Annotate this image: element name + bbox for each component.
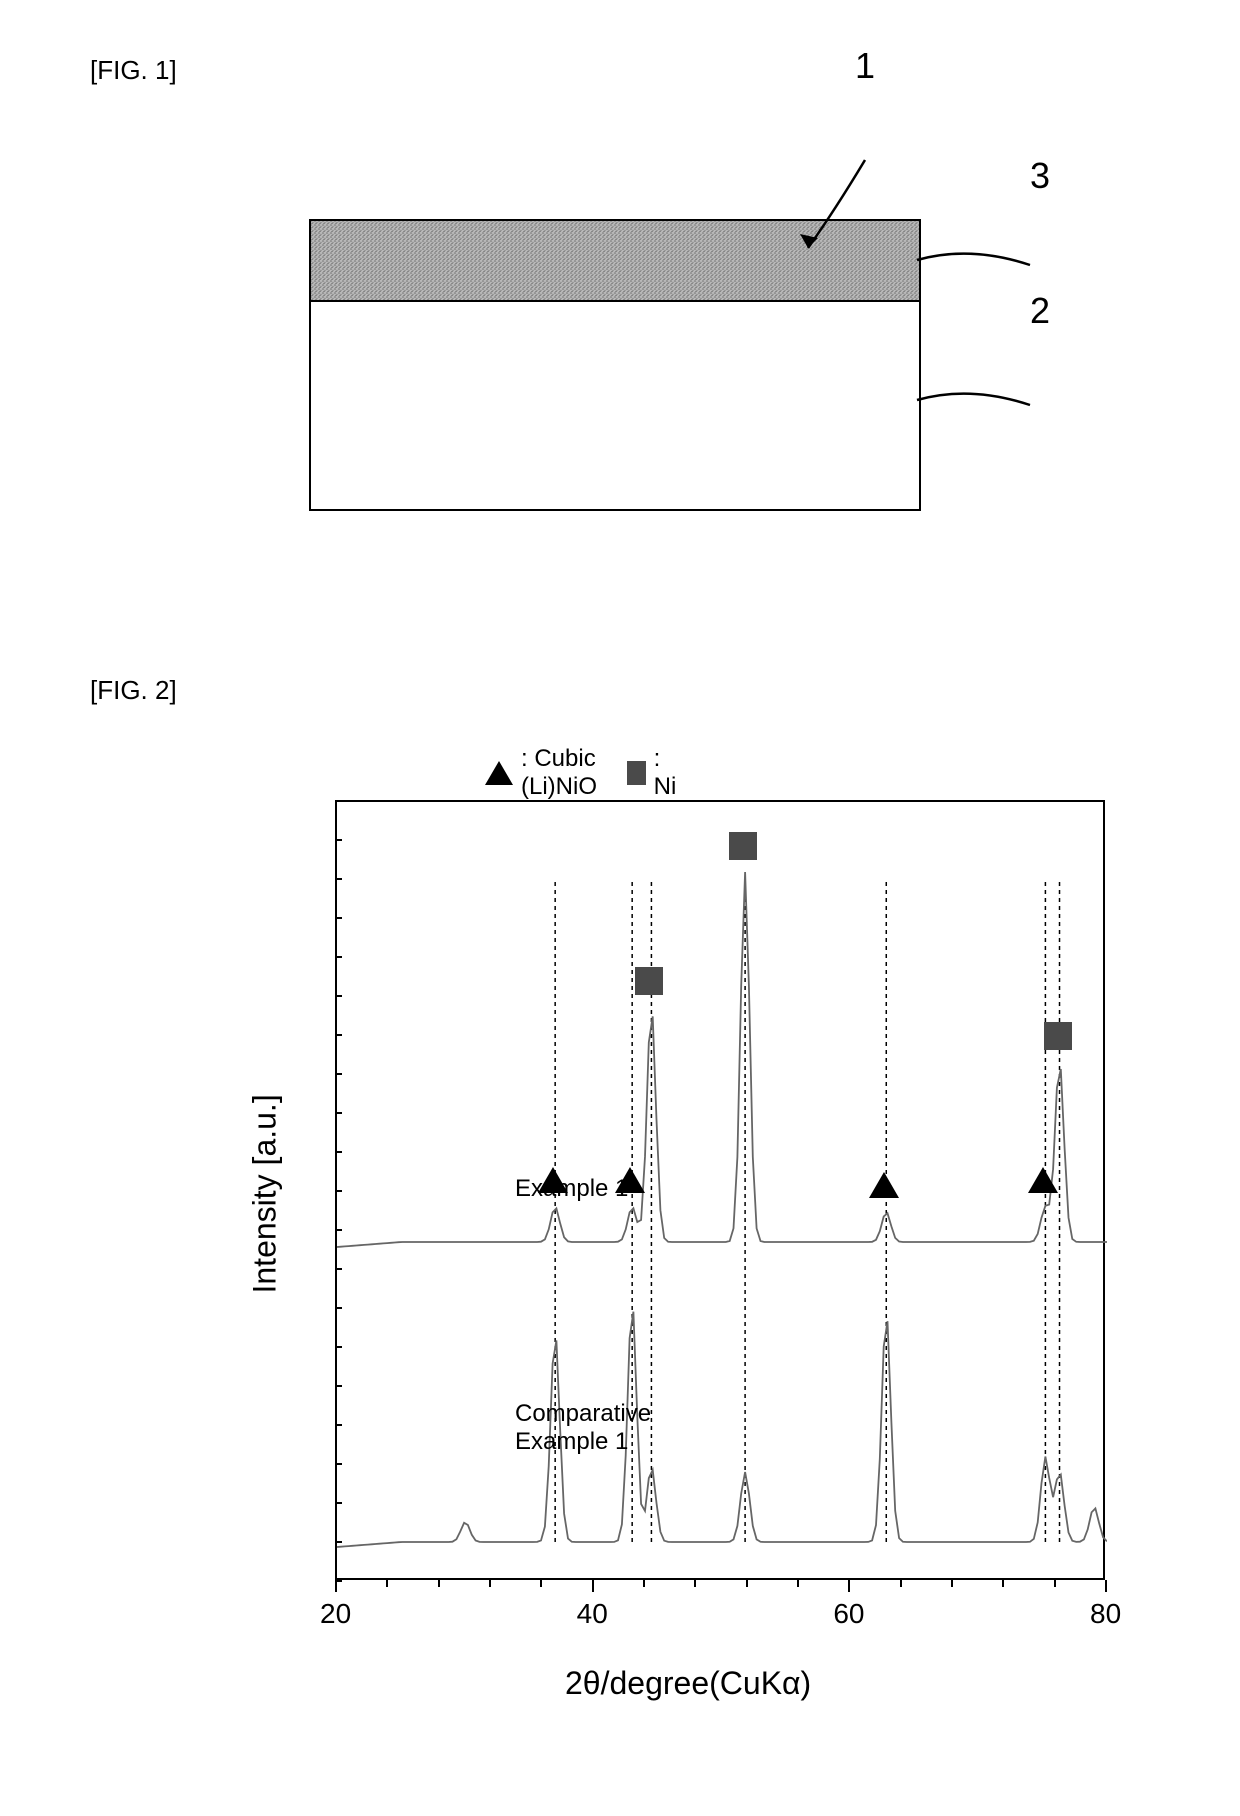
x-tick-label: 40 [577,1598,608,1630]
x-minor-tick [797,1580,799,1587]
square-icon [627,761,646,785]
x-minor-tick [540,1580,542,1587]
y-minor-tick [335,1463,342,1465]
y-minor-tick [335,1034,342,1036]
chart-legend: : Cubic (Li)NiO : Ni [485,745,682,801]
legend-item-ni: : Ni [627,745,682,801]
y-minor-tick [335,1424,342,1426]
fig1-diagram [290,130,1110,530]
y-minor-tick [335,1541,342,1543]
y-minor-tick [335,917,342,919]
x-minor-tick [1105,1580,1107,1587]
x-tick-label: 80 [1090,1598,1121,1630]
square-marker [1044,1022,1072,1050]
y-minor-tick [335,1112,342,1114]
x-axis-label: 2θ/degree(CuKα) [565,1665,811,1702]
fig1-label: [FIG. 1] [90,55,177,86]
callout-3: 3 [1030,155,1050,197]
square-marker [729,832,757,860]
triangle-icon [485,761,513,785]
y-axis-label: Intensity [a.u.] [247,1094,284,1294]
y-minor-tick [335,1190,342,1192]
x-tick-label: 20 [320,1598,351,1630]
x-minor-tick [951,1580,953,1587]
callout-2: 2 [1030,290,1050,332]
square-marker [635,967,663,995]
x-minor-tick [386,1580,388,1587]
triangle-marker [615,1167,645,1193]
y-minor-tick [335,956,342,958]
triangle-marker [869,1172,899,1198]
x-minor-tick [900,1580,902,1587]
callout-1: 1 [855,45,875,87]
x-minor-tick [1054,1580,1056,1587]
chart-plot-area [337,802,1107,1582]
series-label: Example 1 [515,1175,628,1203]
y-minor-tick [335,1073,342,1075]
y-minor-tick [335,995,342,997]
triangle-marker [538,1167,568,1193]
x-minor-tick [848,1580,850,1587]
y-minor-tick [335,800,342,802]
x-minor-tick [746,1580,748,1587]
x-minor-tick [438,1580,440,1587]
y-minor-tick [335,878,342,880]
legend-text-ni: : Ni [654,745,682,801]
y-minor-tick [335,1502,342,1504]
x-minor-tick [592,1580,594,1587]
fig1-container: 1 3 2 [290,130,1110,530]
y-minor-tick [335,1268,342,1270]
y-minor-tick [335,1307,342,1309]
x-minor-tick [489,1580,491,1587]
triangle-marker [1028,1167,1058,1193]
x-minor-tick [1002,1580,1004,1587]
y-minor-tick [335,839,342,841]
series-label: Comparative Example 1 [515,1400,651,1456]
legend-text-cubic: : Cubic (Li)NiO [521,745,597,801]
legend-item-cubic: : Cubic (Li)NiO [485,745,597,801]
xrd-chart [335,800,1105,1580]
x-minor-tick [694,1580,696,1587]
y-minor-tick [335,1580,342,1582]
fig2-label: [FIG. 2] [90,675,177,706]
y-minor-tick [335,1151,342,1153]
y-minor-tick [335,1346,342,1348]
y-minor-tick [335,1229,342,1231]
x-minor-tick [643,1580,645,1587]
x-tick-label: 60 [833,1598,864,1630]
y-minor-tick [335,1385,342,1387]
